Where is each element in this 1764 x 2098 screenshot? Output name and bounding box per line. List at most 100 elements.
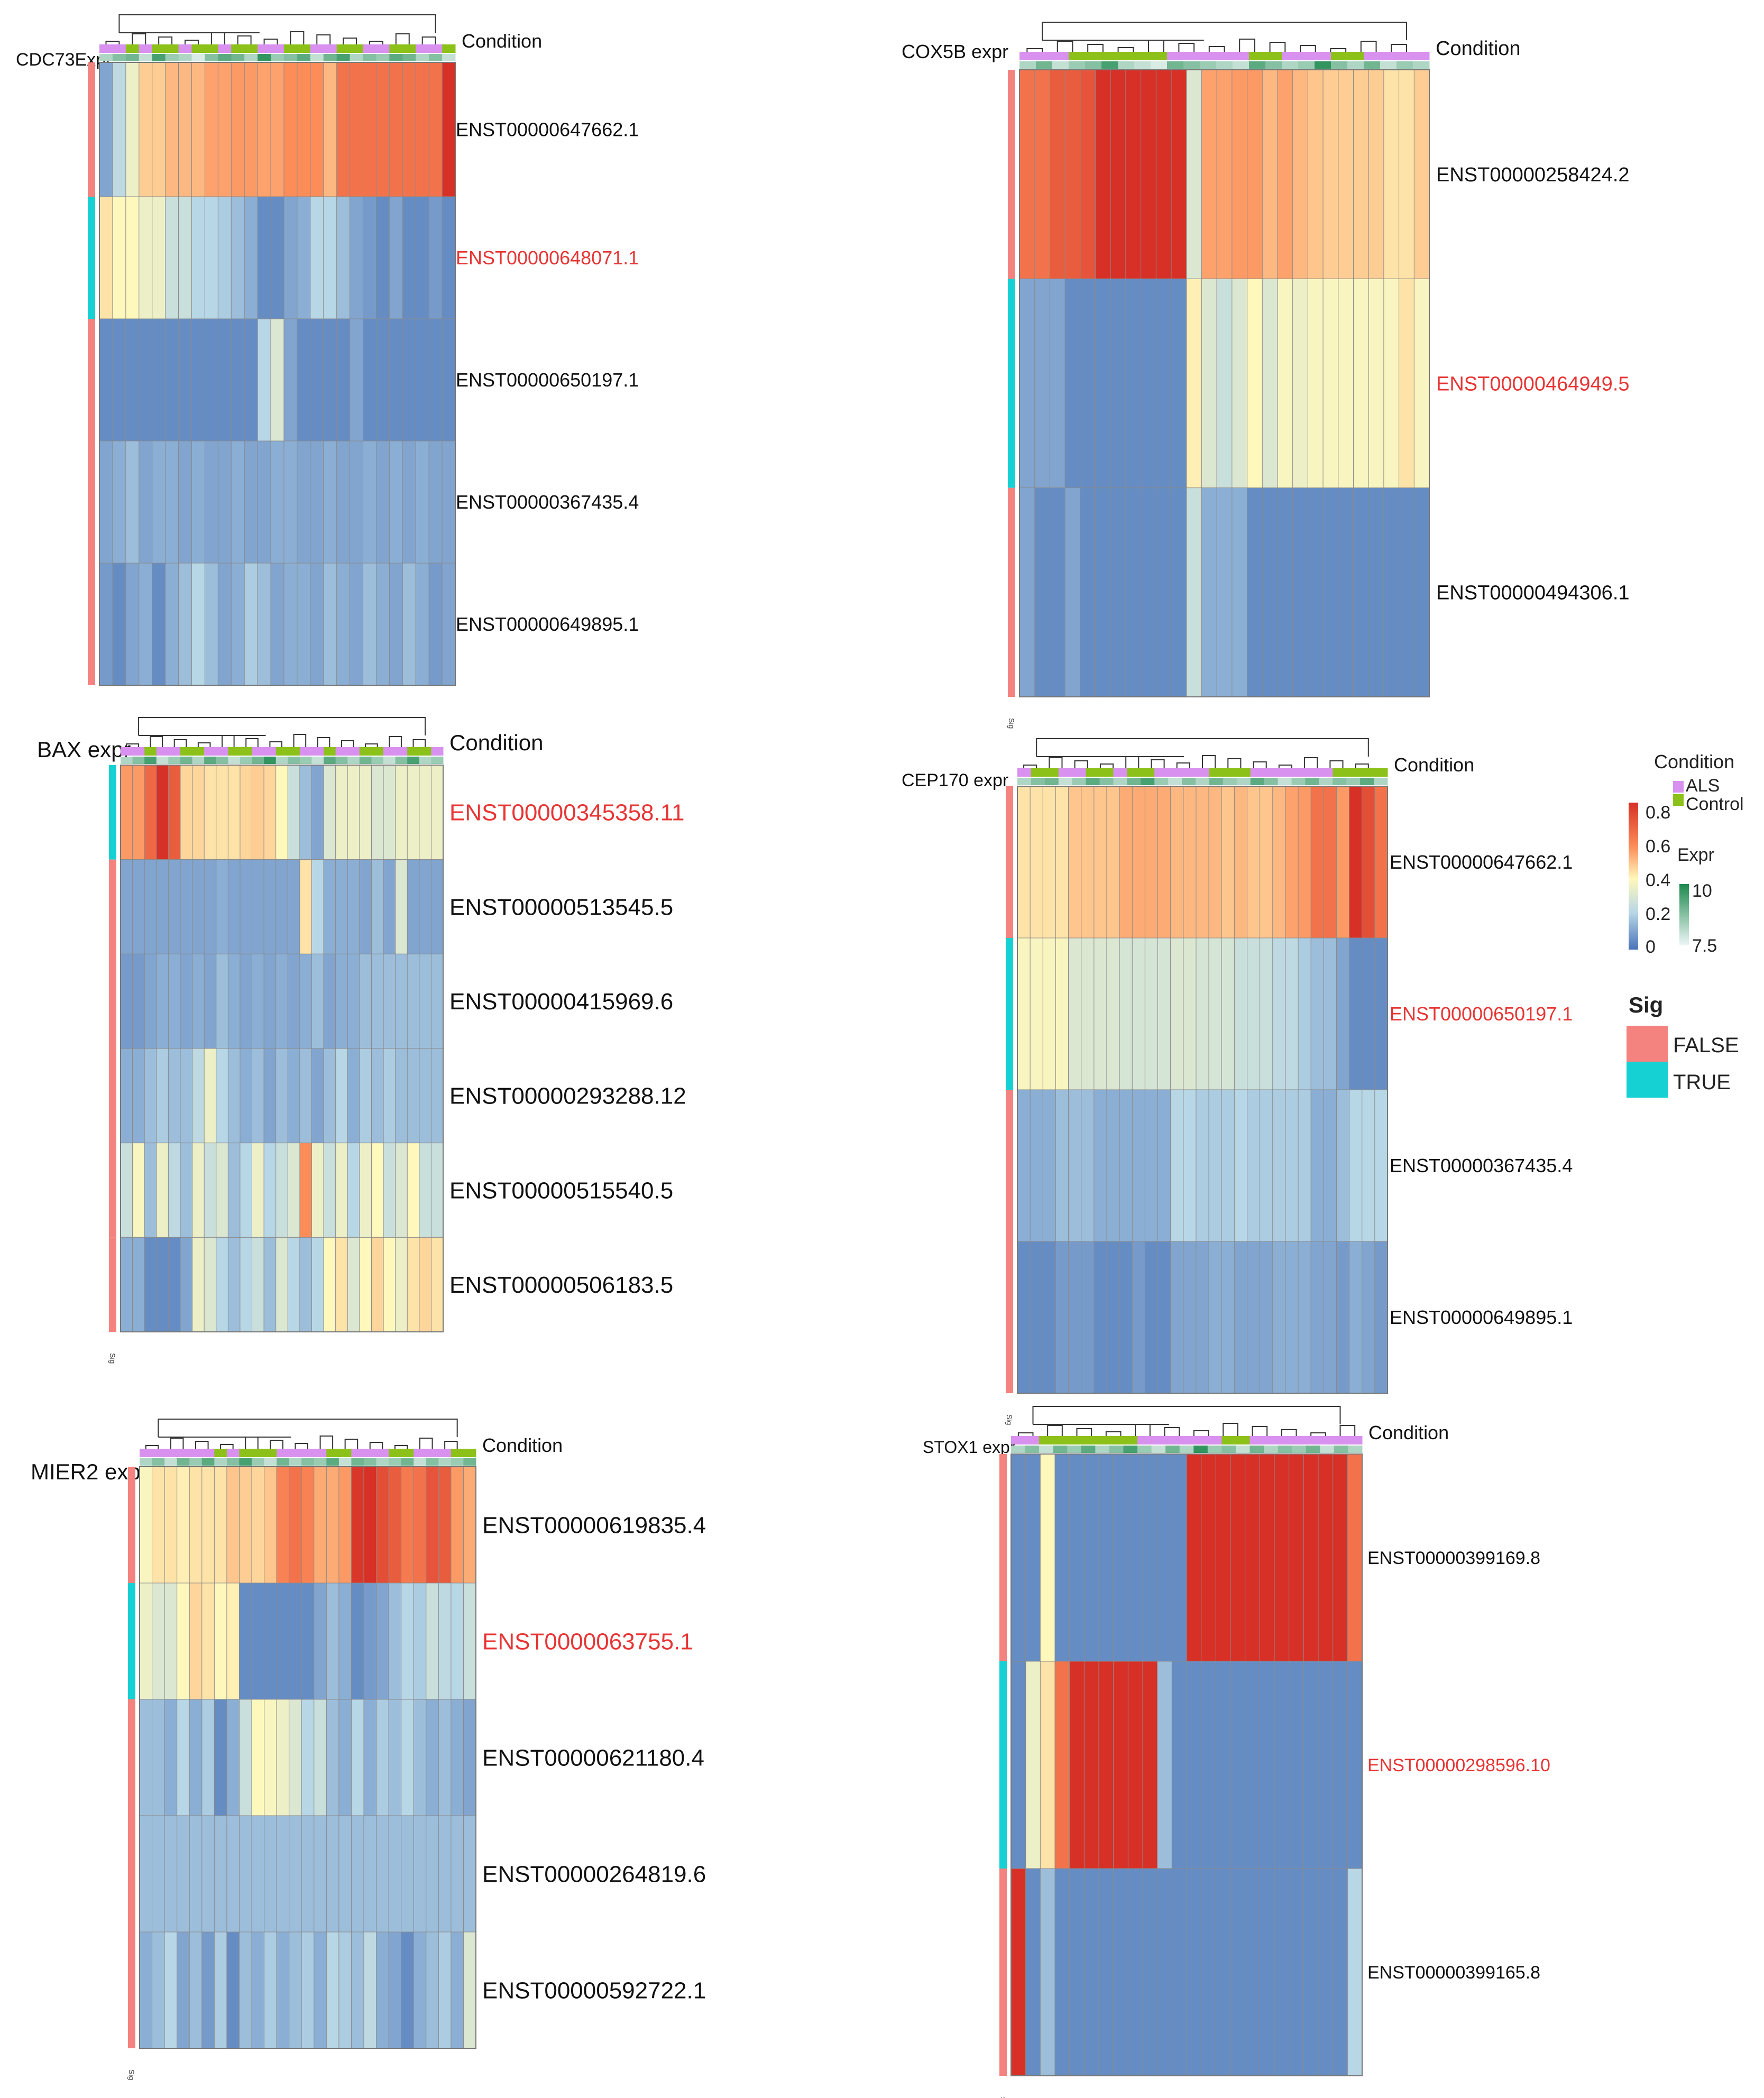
heatmap-cell xyxy=(238,1466,252,1584)
heatmap-cell xyxy=(395,765,408,860)
expr-cell xyxy=(1333,778,1347,785)
heatmap-cell xyxy=(347,765,360,860)
heatmap-cell xyxy=(1069,1453,1085,1662)
heatmap-cell xyxy=(401,1582,415,1700)
dendrogram-branch xyxy=(1087,44,1104,52)
condition-cell xyxy=(164,1449,178,1457)
heatmap-cell xyxy=(1055,786,1069,938)
row-label: ENST00000367435.4 xyxy=(1390,1155,1573,1176)
heatmap-cell xyxy=(1374,786,1388,938)
expr-cell xyxy=(214,1458,227,1466)
sig-cell xyxy=(88,563,95,685)
heatmap-cell xyxy=(347,859,360,954)
heatmap-cell xyxy=(120,1143,133,1238)
row-label: ENST0000063755.1 xyxy=(482,1628,693,1654)
condition-cell xyxy=(389,44,403,53)
heatmap-cell xyxy=(376,1815,389,1933)
heatmap-cell xyxy=(1336,786,1350,938)
heatmap-cell xyxy=(204,1237,217,1332)
condition-cell xyxy=(1167,52,1184,60)
heatmap-cell xyxy=(359,859,372,954)
heatmap-cell xyxy=(217,563,232,686)
heatmap-cell xyxy=(99,62,113,197)
heatmap-panels: CDC73Expr Condition ENST00000647662.1 ENST0… xyxy=(16,14,1630,2098)
heatmap-cell xyxy=(226,1815,240,1933)
heatmap-panel-2: COX5B expr Condition ENST00000258424.2 ENST… xyxy=(902,22,1630,729)
heatmap-cell xyxy=(314,1699,327,1816)
heatmap-cell xyxy=(244,318,258,441)
expr-cell xyxy=(1374,778,1388,785)
expr-cell xyxy=(201,1458,215,1466)
expr-cell xyxy=(205,54,218,61)
heatmap-cell xyxy=(463,1699,476,1816)
condition-cell xyxy=(189,1449,203,1457)
heatmap-cell xyxy=(310,62,324,197)
dendrogram-branch xyxy=(1252,1426,1268,1436)
expr-cell xyxy=(376,1458,389,1466)
expr-cell xyxy=(1292,1446,1307,1453)
heatmap-cell xyxy=(270,440,284,564)
heatmap-cell xyxy=(287,953,300,1049)
condition-cell xyxy=(1264,768,1279,777)
condition-cell xyxy=(258,44,271,53)
heatmap-cell xyxy=(120,1048,133,1144)
heatmap-cell xyxy=(244,62,258,197)
condition-cell xyxy=(178,44,192,53)
legend-scale-tick-4: 0 xyxy=(1646,937,1656,957)
heatmap-cell xyxy=(350,318,364,441)
heatmap-cell xyxy=(1034,278,1051,489)
heatmap-cell xyxy=(240,859,253,954)
condition-cell xyxy=(323,44,337,53)
expr-cell xyxy=(1291,778,1306,785)
heatmap-cell xyxy=(1272,1089,1286,1242)
expr-cell xyxy=(1250,1446,1264,1453)
heatmap-cell xyxy=(1245,1868,1261,2076)
expr-cell xyxy=(1053,1446,1068,1453)
sig-cell xyxy=(1006,786,1013,938)
heatmap-cell xyxy=(156,953,169,1049)
heatmap-cell xyxy=(1368,487,1384,697)
heatmap-cell xyxy=(415,318,429,441)
heatmap-cell xyxy=(1034,69,1051,279)
heatmap-cell xyxy=(1083,1661,1099,1869)
heatmap-cell xyxy=(1183,1089,1197,1242)
condition-cell xyxy=(1154,768,1169,777)
heatmap-cell xyxy=(120,859,133,954)
heatmap-cell xyxy=(1157,1661,1173,1869)
heatmap-cell xyxy=(144,1048,157,1144)
condition-cell xyxy=(1331,52,1348,60)
heatmap-cell xyxy=(144,1143,157,1238)
heatmap-cell xyxy=(1234,937,1248,1090)
heatmap-cell xyxy=(442,196,456,319)
condition-cell xyxy=(228,747,241,756)
dendrogram-branch xyxy=(1125,756,1140,768)
condition-cell xyxy=(1221,1436,1236,1444)
heatmap-cell xyxy=(351,1582,364,1700)
heatmap-cell xyxy=(275,1237,289,1332)
row-label: ENST00000258424.2 xyxy=(1436,164,1630,186)
heatmap-cell xyxy=(217,62,232,197)
heatmap-cell xyxy=(323,765,336,860)
condition-cell xyxy=(1298,52,1315,60)
sig-cell xyxy=(128,1816,135,1932)
expr-cell xyxy=(140,1458,153,1466)
expr-cell xyxy=(1151,1446,1166,1453)
expr-cell xyxy=(383,757,396,764)
sig-cell xyxy=(1006,938,1013,1090)
heatmap-cell xyxy=(1132,937,1146,1090)
heatmap-cell xyxy=(1289,1661,1304,1869)
condition-cell xyxy=(177,1449,190,1457)
heatmap-cell xyxy=(413,1699,427,1816)
heatmap-cell xyxy=(227,859,241,954)
heatmap-cell xyxy=(402,563,417,686)
condition-cell xyxy=(1086,768,1100,777)
heatmap-cell xyxy=(430,1048,444,1144)
heatmap-cell xyxy=(191,563,206,686)
legend: Condition ALS Control 0.8 0.6 0.4 0.2 0 … xyxy=(1627,751,1744,1098)
expr-cell xyxy=(1298,61,1315,69)
heatmap-cell xyxy=(180,1237,193,1332)
heatmap-cell xyxy=(407,1048,420,1144)
heatmap-cell xyxy=(214,1699,227,1816)
heatmap-cell xyxy=(1081,937,1095,1090)
heatmap-cell xyxy=(144,953,157,1049)
